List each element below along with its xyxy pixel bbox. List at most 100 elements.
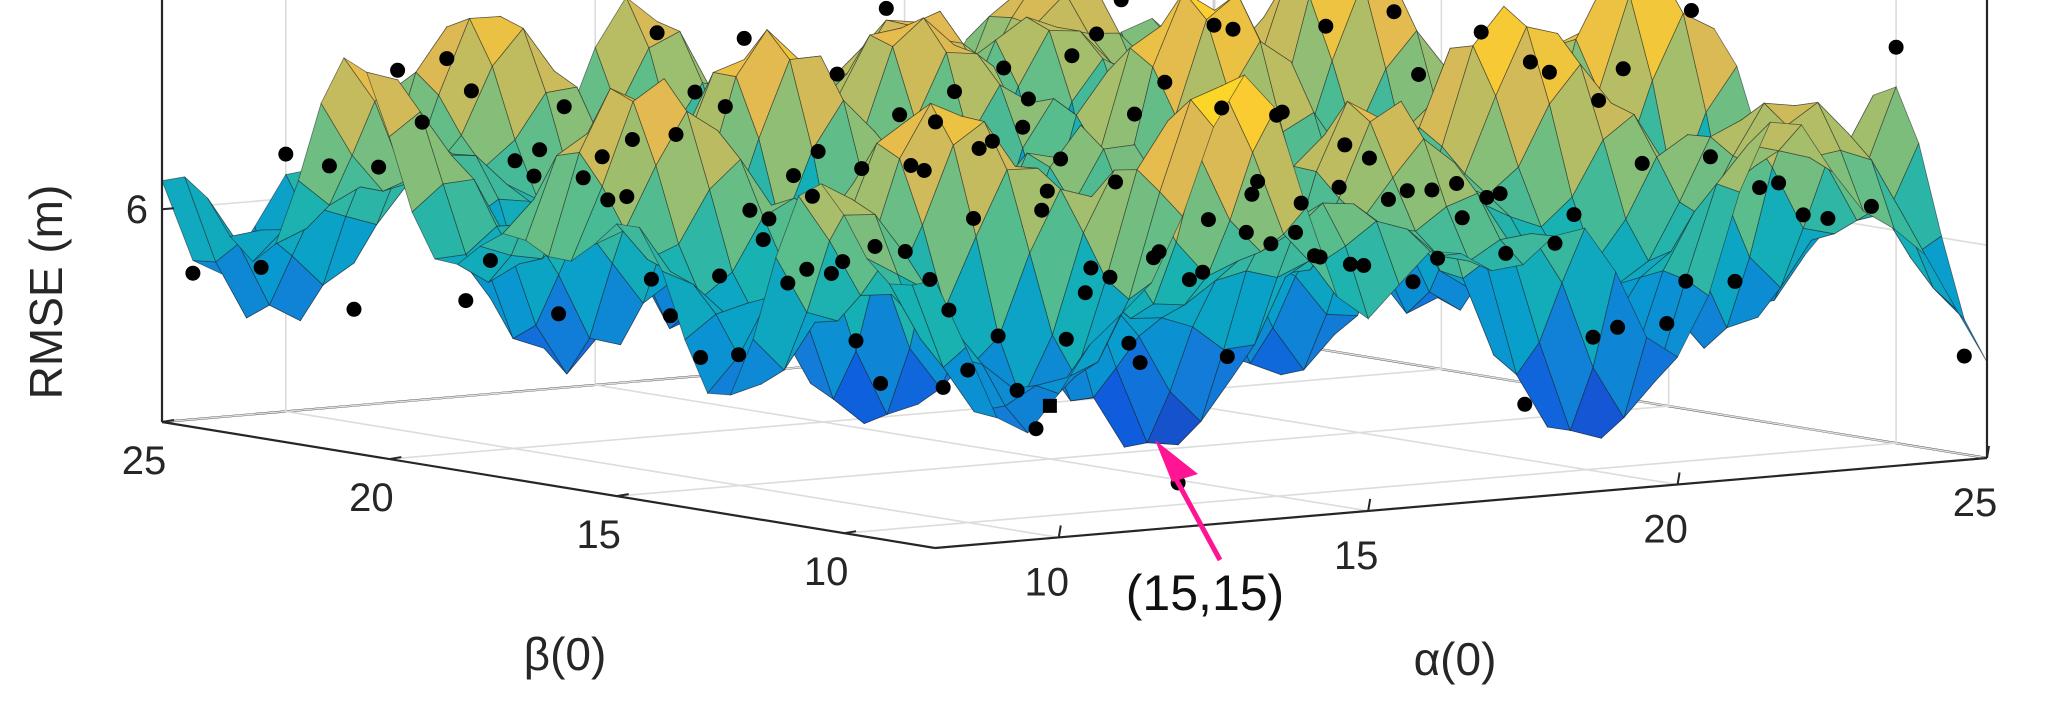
data-point xyxy=(996,60,1012,76)
data-point xyxy=(1250,174,1266,189)
data-point xyxy=(878,0,894,16)
annotation-text: (15,15) xyxy=(1126,565,1284,621)
data-point xyxy=(619,189,635,205)
data-point xyxy=(1771,175,1787,191)
data-point xyxy=(1380,191,1396,207)
data-point xyxy=(526,168,542,184)
alpha-axis-line xyxy=(934,456,1988,550)
data-point xyxy=(1127,106,1142,122)
data-point xyxy=(253,259,269,275)
data-point xyxy=(1214,100,1230,116)
x-tick-label: 25 xyxy=(1953,481,1998,525)
data-point xyxy=(960,362,976,378)
data-point xyxy=(346,301,362,317)
data-point xyxy=(1009,382,1025,398)
y-tick-label: 15 xyxy=(576,513,621,557)
data-point xyxy=(755,232,771,248)
y-tick-mark xyxy=(389,456,402,461)
data-point xyxy=(780,275,796,291)
data-point xyxy=(693,350,709,365)
data-point xyxy=(321,158,337,174)
data-point xyxy=(1659,316,1675,331)
data-point xyxy=(1752,180,1768,196)
data-point xyxy=(1863,198,1879,214)
data-point xyxy=(1288,224,1303,240)
data-point xyxy=(928,114,943,130)
data-point xyxy=(1181,272,1197,288)
data-point xyxy=(873,376,889,391)
annotation-arrow-line xyxy=(1167,466,1223,562)
data-point xyxy=(1331,179,1347,195)
data-point xyxy=(717,99,733,115)
data-point xyxy=(624,132,640,147)
data-point xyxy=(1547,235,1563,251)
data-point xyxy=(941,302,957,318)
data-point xyxy=(278,146,294,162)
surface-patch xyxy=(911,279,967,368)
data-point xyxy=(903,158,919,173)
data-point xyxy=(1039,183,1055,199)
data-point xyxy=(575,170,591,186)
data-point xyxy=(1492,186,1508,202)
data-point xyxy=(390,62,406,78)
y-tick-label: 10 xyxy=(804,550,849,594)
data-point xyxy=(1610,319,1626,335)
data-point xyxy=(1386,4,1402,20)
data-point xyxy=(823,266,839,281)
data-point xyxy=(556,99,572,115)
data-point xyxy=(1430,250,1446,266)
y-tick-label: 25 xyxy=(122,439,167,483)
data-point xyxy=(1405,274,1421,290)
data-point xyxy=(1479,190,1495,205)
data-point xyxy=(1702,149,1718,165)
data-point xyxy=(458,293,474,309)
tick-labels: 101520251015202568 xyxy=(122,188,1998,604)
data-point xyxy=(1634,155,1650,171)
data-point xyxy=(971,141,987,156)
data-point xyxy=(1206,17,1222,33)
data-point xyxy=(1424,182,1440,198)
data-point xyxy=(1585,329,1601,345)
x-tick-label: 20 xyxy=(1643,508,1688,552)
data-point xyxy=(742,202,758,218)
y-axis-label: β(0) xyxy=(524,628,607,680)
data-point xyxy=(439,51,455,67)
z-axis-label: RMSE (m) xyxy=(20,185,72,400)
data-point xyxy=(1020,91,1036,107)
data-point xyxy=(532,142,548,158)
data-point xyxy=(984,133,1000,149)
x-tick-mark xyxy=(1367,498,1372,512)
data-point xyxy=(371,159,387,175)
data-point xyxy=(947,84,962,100)
data-point xyxy=(731,347,747,363)
data-point xyxy=(1077,285,1093,301)
data-point xyxy=(1053,151,1069,167)
data-point xyxy=(935,379,951,395)
data-markers xyxy=(185,0,1972,491)
data-point xyxy=(1449,176,1465,191)
data-point xyxy=(1361,150,1377,166)
y-tick-mark xyxy=(161,419,175,423)
data-point xyxy=(551,306,567,322)
data-point xyxy=(1200,212,1216,228)
data-point xyxy=(1157,74,1173,90)
annotation: (15,15) xyxy=(1126,440,1284,621)
annotated-point xyxy=(1042,398,1057,413)
y-tick-mark xyxy=(843,530,857,535)
data-point xyxy=(1108,174,1123,190)
data-point xyxy=(1318,18,1334,34)
data-point xyxy=(761,211,777,227)
data-point xyxy=(966,211,981,226)
data-point xyxy=(1238,224,1254,240)
data-point xyxy=(1454,210,1470,226)
data-point xyxy=(892,107,908,123)
data-point xyxy=(1727,273,1743,289)
data-point xyxy=(1102,269,1118,285)
y-tick-mark xyxy=(616,493,629,498)
x-tick-label: 10 xyxy=(1025,560,1070,604)
data-point xyxy=(916,163,932,178)
data-point xyxy=(1678,273,1694,289)
z-tick-mark xyxy=(161,207,175,211)
axes-front-edges xyxy=(160,0,1989,550)
data-point xyxy=(922,272,938,287)
